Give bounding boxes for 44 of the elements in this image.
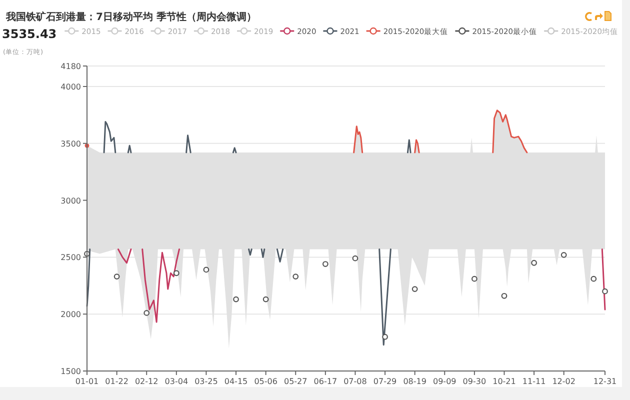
x-tick-label: 12-31 xyxy=(593,377,617,386)
point xyxy=(114,274,120,280)
y-tick-label: 1500 xyxy=(60,367,81,376)
point xyxy=(203,266,210,273)
point xyxy=(292,274,299,280)
point xyxy=(322,261,328,267)
y-tick-label: 3500 xyxy=(60,139,81,148)
y-tick-label: 2500 xyxy=(60,253,81,262)
y-tick-label: 2000 xyxy=(60,310,81,320)
y-tick-label: 4000 xyxy=(60,82,81,92)
x-tick-label: 12-02 xyxy=(552,377,576,386)
x-tick-label: 08-19 xyxy=(403,377,426,386)
point xyxy=(471,276,478,282)
x-tick-label: 03-25 xyxy=(194,377,218,386)
point xyxy=(233,296,239,302)
x-tick-label: 09-09 xyxy=(433,377,456,386)
point xyxy=(352,255,358,262)
point xyxy=(602,288,608,294)
x-tick-label: 01-22 xyxy=(105,377,128,386)
y-tick-label: 4180 xyxy=(60,62,81,71)
x-tick-label: 09-30 xyxy=(462,377,486,386)
x-tick-label: 05-06 xyxy=(254,377,278,386)
x-tick-label: 03-04 xyxy=(164,377,188,386)
annotation: 3535.43 xyxy=(2,27,57,41)
point xyxy=(531,260,537,266)
x-tick-label: 04-15 xyxy=(224,377,248,386)
x-tick-label: 06-17 xyxy=(314,377,338,386)
x-tick-label: 11-11 xyxy=(522,377,546,386)
x-tick-label: 07-08 xyxy=(344,377,367,386)
point xyxy=(501,292,508,299)
point xyxy=(144,310,150,316)
title: 我国铁矿石到港量：7日移动平均 季节性（周内会微调） xyxy=(6,12,256,23)
x-tick-label: 05-27 xyxy=(284,377,308,386)
x-tick-label: 01-01 xyxy=(75,377,99,386)
point xyxy=(382,334,388,340)
point xyxy=(262,296,269,302)
point xyxy=(590,276,597,282)
x-tick-label: 02-12 xyxy=(134,377,158,386)
x-tick-label: 10-21 xyxy=(492,377,516,386)
x-tick-label: 07-29 xyxy=(373,377,397,386)
y-tick-label: 3000 xyxy=(60,196,81,206)
point xyxy=(560,252,567,258)
point xyxy=(412,286,418,292)
point xyxy=(173,270,180,276)
